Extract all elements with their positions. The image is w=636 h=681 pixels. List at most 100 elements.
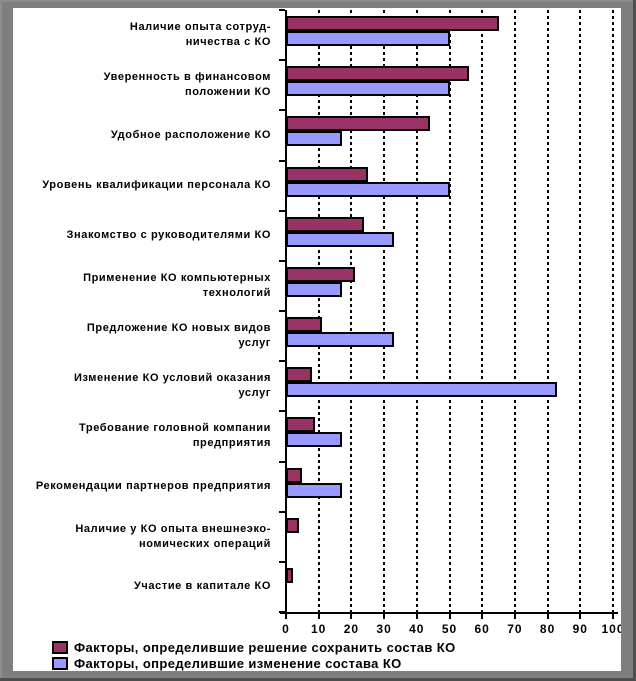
y-axis-tick: [279, 159, 285, 162]
gridline: [415, 10, 418, 612]
x-axis-tick: [415, 614, 418, 619]
x-axis-tick: [513, 614, 516, 619]
bar-series-0: [286, 317, 322, 333]
x-tick-label: 0: [282, 622, 290, 636]
x-tick-label: 20: [343, 622, 360, 636]
x-axis-tick: [481, 614, 484, 619]
category-label: Рекомендации партнеров предприятия: [35, 480, 271, 493]
category-row: [286, 462, 613, 512]
category-label: Участие в капитале КО: [133, 580, 271, 593]
bar-series-0: [286, 417, 316, 433]
bar-series-1: [286, 281, 342, 297]
plot-area: [286, 10, 614, 612]
category-label: Знакомство с руководителями КО: [66, 229, 271, 242]
category-label: Уровень квалификации персонала КО: [42, 179, 271, 192]
gridline: [383, 10, 386, 612]
chart-canvas: Наличие опыта сотруд- ничества с КО Увере…: [13, 8, 621, 671]
y-axis-tick: [279, 9, 285, 11]
x-axis-tick: [612, 614, 614, 619]
x-axis-tick: [579, 614, 582, 619]
y-axis-line: [285, 10, 287, 616]
x-axis-tick: [317, 614, 320, 619]
category-label: Изменение КО условий оказания услуг: [73, 372, 271, 400]
x-tick-label: 40: [409, 622, 425, 636]
category-label: Требование головной компании предприятия: [78, 422, 271, 450]
legend-entry: Факторы, определившие решение сохранить …: [52, 640, 456, 655]
bar-series-0: [286, 567, 293, 583]
gridline: [546, 10, 549, 612]
category-label: Применение КО компьютерных технологий: [83, 271, 271, 299]
gridline: [317, 10, 320, 612]
category-label: Наличие у КО опыта внешнеэко- номических…: [75, 522, 271, 550]
legend-label: Факторы, определившие решение сохранить …: [74, 640, 456, 655]
category-row: [286, 110, 613, 160]
bar-series-0: [286, 66, 470, 82]
bar-series-0: [286, 266, 355, 282]
x-tick-label: 90: [572, 622, 588, 636]
category-row: [286, 562, 613, 612]
category-label: Удобное расположение КО: [110, 128, 271, 141]
category-row: [286, 10, 613, 60]
category-row: [286, 411, 613, 461]
x-axis-tick: [285, 614, 287, 619]
y-axis-tick: [279, 209, 285, 212]
legend: Факторы, определившие решение сохранить …: [52, 640, 456, 671]
y-axis-tick: [279, 109, 285, 112]
bar-series-1: [286, 332, 394, 348]
y-axis-tick: [279, 360, 285, 363]
x-axis-tick: [383, 614, 386, 619]
category-row: [286, 161, 613, 211]
bar-series-1: [286, 482, 342, 498]
category-label: Уверенность в финансовом положении КО: [103, 71, 271, 99]
y-axis-tick: [279, 510, 285, 513]
bar-series-1: [286, 231, 394, 247]
category-label: Предложение КО новых видов услуг: [86, 322, 271, 350]
bar-series-1: [286, 432, 342, 448]
gridline: [350, 10, 353, 612]
bar-series-1: [286, 81, 450, 97]
x-tick-label: 50: [441, 622, 458, 636]
bar-series-1: [286, 181, 450, 197]
bar-series-0: [286, 116, 430, 132]
bar-series-1: [286, 131, 342, 147]
bar-series-0: [286, 467, 303, 483]
legend-swatch: [52, 641, 68, 654]
bar-series-1: [286, 31, 450, 46]
bar-series-0: [286, 16, 499, 31]
category-row: [286, 361, 613, 411]
x-axis-tick: [448, 614, 451, 619]
gridline: [612, 10, 614, 612]
legend-swatch: [52, 657, 68, 670]
bar-series-0: [286, 166, 368, 182]
y-axis-tick: [279, 259, 285, 262]
y-axis-tick: [279, 59, 285, 62]
x-tick-label: 10: [311, 622, 327, 636]
bar-series-1: [286, 382, 558, 398]
x-axis-tick-marks: [285, 614, 614, 619]
category-row: [286, 311, 613, 361]
bar-series-0: [286, 367, 313, 383]
x-tick-label: 60: [474, 622, 490, 636]
y-axis-tick: [279, 560, 285, 563]
category-row: [286, 60, 613, 110]
x-axis-line: [280, 612, 618, 614]
y-axis-tick: [279, 460, 285, 463]
gridline: [448, 10, 451, 612]
x-axis-tick-labels: 0 10 20 30 40 50 60 70 80 90 100: [282, 622, 621, 637]
y-axis-tick: [279, 310, 285, 312]
category-label: Наличие опыта сотруд- ничества с КО: [129, 21, 271, 49]
category-labels: Наличие опыта сотруд- ничества с КО Увере…: [13, 10, 275, 612]
legend-label: Факторы, определившие изменение состава …: [74, 656, 402, 671]
y-axis-tick: [279, 410, 285, 413]
category-row: [286, 512, 613, 562]
bar-series-0: [286, 216, 365, 232]
x-tick-label: 80: [539, 622, 556, 636]
gridline: [579, 10, 582, 612]
plot-rows: [286, 10, 613, 612]
gridline: [513, 10, 516, 612]
category-row: [286, 211, 613, 261]
gridline: [481, 10, 484, 612]
legend-entry: Факторы, определившие изменение состава …: [52, 656, 456, 671]
category-row: [286, 261, 613, 311]
